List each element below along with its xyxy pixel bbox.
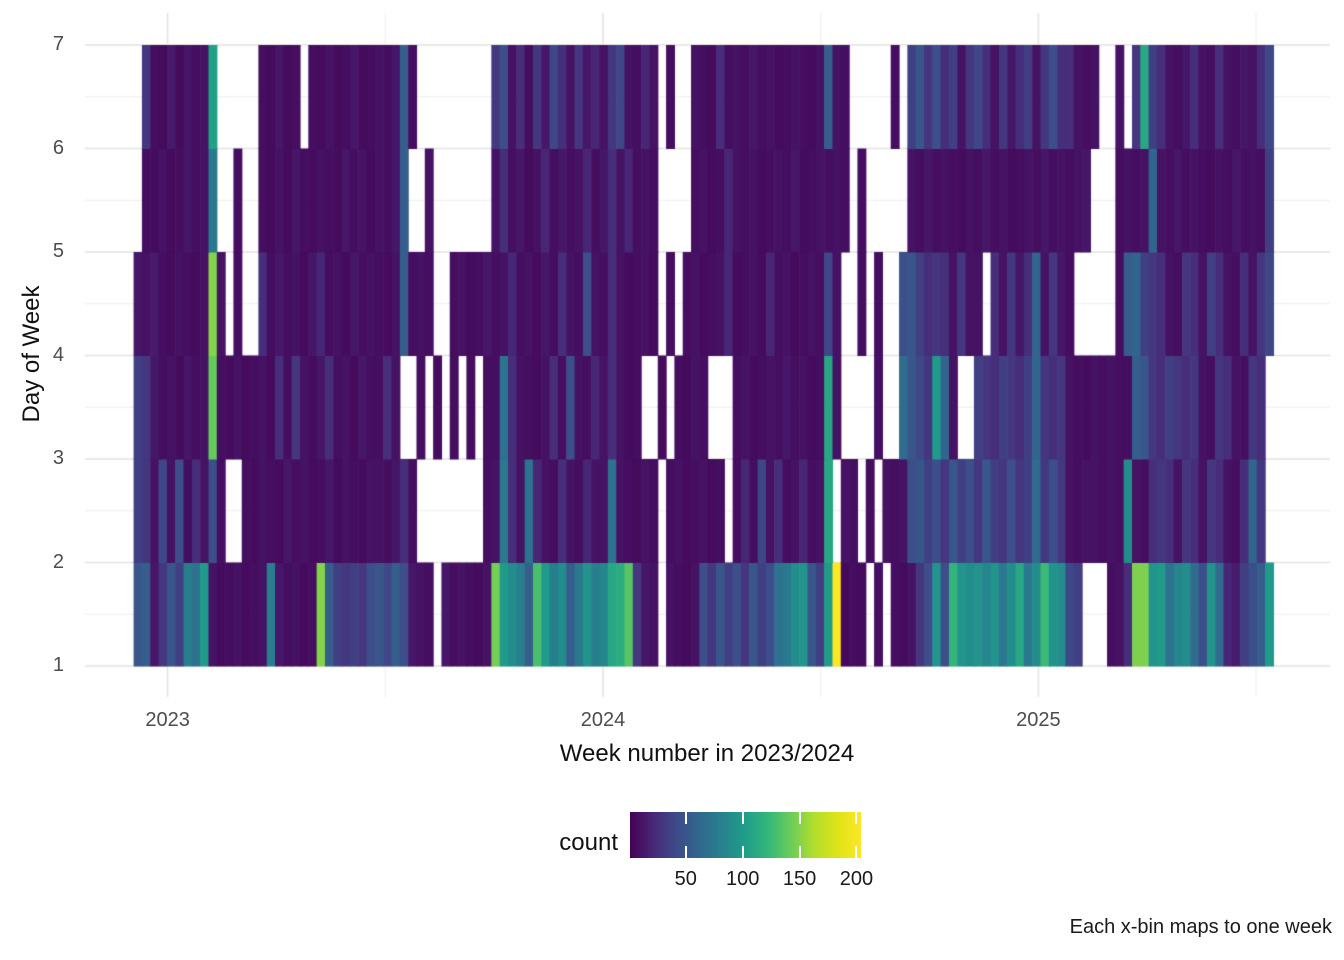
legend-tick-mark	[741, 846, 744, 858]
legend-title: count	[559, 829, 618, 856]
y-axis-title: Day of Week	[18, 285, 45, 423]
legend-tick-mark	[684, 812, 687, 824]
y-tick-label-2: 2	[52, 550, 64, 573]
x-axis-title: Week number in 2023/2024	[559, 740, 855, 767]
legend-tick-mark	[855, 812, 858, 824]
x-tick-label-2024: 2024	[580, 709, 626, 731]
legend-tick-label-50: 50	[674, 868, 697, 890]
x-tick-label-2025: 2025	[1016, 709, 1061, 731]
figure-caption: Each x-bin maps to one week	[1069, 916, 1332, 938]
legend-tick-mark	[798, 846, 801, 858]
legend-tick-mark	[684, 846, 687, 858]
legend-tick-label-150: 150	[782, 868, 817, 890]
legend-colorbar	[630, 812, 861, 858]
y-tick-label-1: 1	[52, 654, 64, 676]
y-tick-label-4: 4	[52, 343, 64, 366]
legend-tick-label-100: 100	[725, 868, 760, 890]
x-tick-label-2023: 2023	[145, 709, 190, 731]
legend-tick-label-200: 200	[839, 868, 874, 890]
legend-tick-mark	[741, 812, 744, 824]
y-tick-label-6: 6	[52, 136, 64, 159]
y-tick-label-7: 7	[52, 33, 64, 55]
legend-tick-mark	[798, 812, 801, 824]
y-tick-label-3: 3	[52, 447, 64, 469]
legend-tick-mark	[855, 846, 858, 858]
y-tick-label-5: 5	[52, 240, 64, 262]
